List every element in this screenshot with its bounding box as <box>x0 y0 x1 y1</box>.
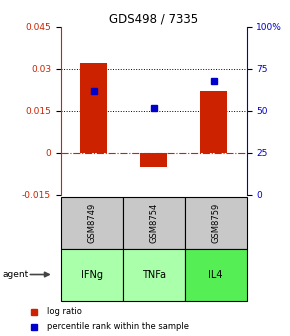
Bar <box>185 249 246 301</box>
Bar <box>61 197 123 249</box>
Text: GSM8759: GSM8759 <box>211 203 220 243</box>
Title: GDS498 / 7335: GDS498 / 7335 <box>109 13 198 26</box>
Bar <box>200 91 227 153</box>
Bar <box>80 63 107 153</box>
Text: TNFa: TNFa <box>142 270 166 280</box>
Bar <box>123 249 185 301</box>
Text: GSM8754: GSM8754 <box>149 203 158 243</box>
Text: percentile rank within the sample: percentile rank within the sample <box>47 322 189 331</box>
Text: GSM8749: GSM8749 <box>87 203 96 243</box>
Bar <box>61 249 123 301</box>
Bar <box>123 197 185 249</box>
Bar <box>140 153 167 167</box>
Text: IFNg: IFNg <box>81 270 103 280</box>
Text: IL4: IL4 <box>208 270 223 280</box>
Text: log ratio: log ratio <box>47 307 82 316</box>
Bar <box>185 197 246 249</box>
Text: agent: agent <box>3 270 29 279</box>
